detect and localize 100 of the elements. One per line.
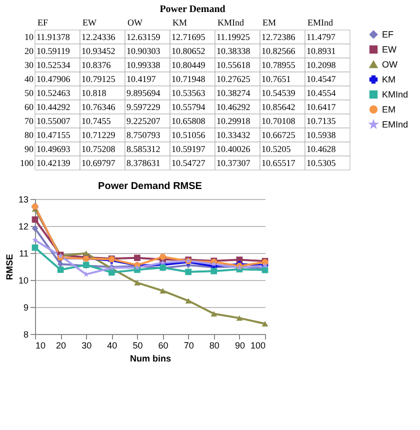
- data-label: 10.59119: [36, 46, 70, 56]
- data-label: 8.378631: [126, 158, 160, 168]
- legend-label: KM: [382, 74, 396, 84]
- data-label: 10.82566: [262, 46, 296, 56]
- point: [32, 244, 38, 251]
- y-tick-label: 20: [24, 46, 34, 56]
- x-tick-label: OW: [128, 18, 143, 28]
- data-label: 10.49693: [36, 144, 71, 154]
- data-label: 8.585312: [126, 144, 160, 154]
- legend-label: EMInd: [382, 120, 408, 130]
- data-label: 10.55618: [216, 60, 251, 70]
- data-label: 10.65808: [172, 116, 206, 126]
- x-tick-label: KM: [172, 18, 188, 28]
- data-label: 10.90303: [126, 46, 161, 56]
- data-label: 12.72386: [262, 32, 296, 42]
- point: [210, 268, 218, 274]
- data-label: 10.54727: [172, 158, 206, 168]
- point: [236, 315, 243, 321]
- data-label: 10.52463: [36, 88, 71, 98]
- point: [134, 280, 140, 286]
- y-tick-label: 10: [18, 276, 28, 286]
- data-label: 11.19925: [216, 32, 250, 42]
- y-tick-label: 12: [18, 222, 28, 232]
- data-label: 10.4547: [306, 74, 336, 84]
- y-tick-label: 90: [24, 144, 34, 154]
- data-label: 10.85642: [262, 102, 296, 112]
- data-label: 10.44292: [36, 102, 70, 112]
- x-tick-label: 80: [209, 340, 220, 350]
- data-label: 12.63159: [126, 32, 161, 42]
- point: [32, 236, 38, 243]
- chart-title: Power Demand RMSE: [98, 181, 202, 192]
- x-tick-label: EW: [82, 18, 97, 28]
- y-tick-label: 30: [24, 60, 34, 70]
- x-tick-label: 10: [36, 340, 46, 350]
- data-label: 10.66725: [262, 130, 296, 140]
- data-label: 9.597229: [126, 102, 161, 112]
- legend-label: KMInd: [382, 90, 408, 100]
- data-label: 10.42139: [36, 158, 71, 168]
- x-tick-label: 30: [82, 340, 92, 350]
- point: [160, 254, 166, 260]
- data-label: 10.93452: [82, 46, 116, 56]
- data-label: 9.225207: [126, 116, 161, 126]
- x-tick-label: EMInd: [308, 18, 334, 28]
- y-tick-label: 80: [24, 130, 34, 140]
- y-tick-label: 9: [23, 302, 28, 312]
- x-tick-label: 70: [184, 340, 194, 350]
- y-tick-label: 13: [18, 194, 28, 204]
- data-label: 10.75208: [82, 144, 116, 154]
- point: [57, 260, 64, 268]
- data-label: 10.38338: [216, 46, 251, 56]
- data-label: 10.71229: [82, 130, 116, 140]
- data-label: 10.4554: [306, 88, 336, 98]
- y-tick-label: 70: [24, 116, 34, 126]
- data-label: 10.70108: [262, 116, 296, 126]
- data-label: 10.4628: [306, 144, 336, 154]
- data-label: 10.55007: [36, 116, 71, 126]
- data-label: 10.38274: [216, 88, 251, 98]
- data-label: 8.750793: [126, 130, 161, 140]
- data-label: 10.80449: [172, 60, 206, 70]
- data-label: 10.5938: [306, 130, 336, 140]
- y-tick-label: 60: [24, 102, 34, 112]
- legend-label: EF: [382, 30, 394, 40]
- data-label: 10.2098: [306, 60, 336, 70]
- data-label: 12.71695: [172, 32, 206, 42]
- point: [160, 260, 166, 266]
- x-tick-label: 40: [107, 340, 118, 350]
- data-label: 10.54539: [262, 88, 296, 98]
- data-label: 10.5205: [262, 144, 292, 154]
- data-label: 10.4197: [126, 74, 156, 84]
- legend-label: EM: [382, 104, 396, 114]
- point: [57, 266, 64, 273]
- y-tick-label: 40: [24, 74, 34, 84]
- x-tick-label: 20: [56, 340, 66, 350]
- data-label: 10.80652: [172, 46, 206, 56]
- data-label: 10.47155: [36, 130, 71, 140]
- data-label: 10.37307: [216, 158, 251, 168]
- data-label: 10.8931: [306, 46, 336, 56]
- point: [108, 269, 115, 276]
- data-label: 10.55794: [172, 102, 206, 112]
- data-label: 10.8376: [82, 60, 112, 70]
- data-label: 10.65517: [262, 158, 296, 168]
- x-axis-title: Num bins: [130, 354, 172, 364]
- data-label: 10.51056: [172, 130, 206, 140]
- data-label: 10.29918: [216, 116, 251, 126]
- data-label: 10.7455: [82, 116, 112, 126]
- data-label: 10.818: [82, 88, 107, 98]
- point: [32, 225, 38, 232]
- data-label: 10.5305: [306, 158, 336, 168]
- x-tick-label: 90: [234, 340, 245, 350]
- data-label: 11.91378: [36, 32, 70, 42]
- data-label: 10.53563: [172, 88, 206, 98]
- y-tick-label: 100: [20, 158, 34, 168]
- legend-label: OW: [382, 60, 398, 70]
- y-tick-label: 8: [23, 330, 28, 340]
- chart-title: Power Demand: [160, 4, 226, 15]
- point: [134, 254, 140, 262]
- data-label: 10.99338: [126, 60, 161, 70]
- point: [210, 311, 218, 316]
- y-tick-label: 50: [24, 88, 34, 98]
- data-label: 11.4797: [306, 32, 336, 42]
